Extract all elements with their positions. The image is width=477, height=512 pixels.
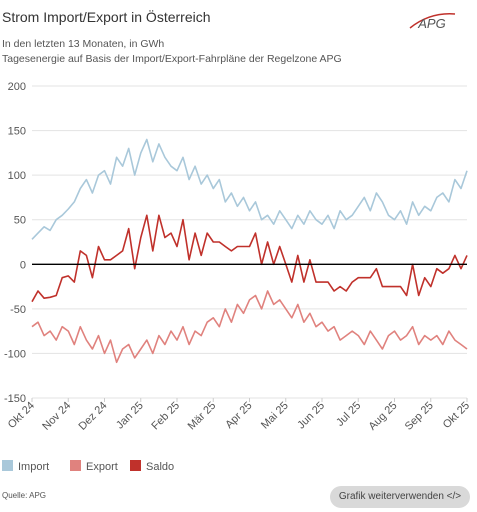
x-tick-label: Apr 25 — [223, 400, 254, 431]
legend-label: Export — [86, 461, 118, 473]
x-tick-label: Dez 24 — [76, 400, 109, 433]
y-tick-label: 200 — [8, 81, 26, 93]
x-tick-label: Mai 25 — [259, 400, 291, 432]
subtitle: In den letzten 13 Monaten, in GWh — [2, 38, 164, 50]
x-tick-label: Okt 25 — [441, 400, 472, 431]
legend-label: Import — [18, 461, 49, 473]
logo-swoosh — [409, 13, 456, 29]
y-tick-label: -50 — [10, 304, 26, 316]
legend-swatch — [2, 460, 13, 471]
x-tick-label: Jan 25 — [114, 400, 146, 432]
logo: APG — [417, 16, 445, 31]
x-tick-label: Jun 25 — [295, 400, 327, 432]
x-tick-label: Jul 25 — [334, 400, 363, 429]
legend-swatch — [130, 460, 141, 471]
series-line — [31, 290, 468, 364]
chart-title: Strom Import/Export in Österreich — [2, 8, 211, 25]
legend-label: Saldo — [146, 461, 174, 473]
y-tick-label: -100 — [4, 348, 26, 360]
y-tick-label: 0 — [20, 259, 26, 271]
source: Quelle: APG — [2, 491, 46, 500]
x-tick-label: Aug 25 — [366, 400, 399, 433]
x-tick-label: Sep 25 — [403, 400, 436, 433]
x-tick-label: Feb 25 — [149, 400, 182, 433]
subtitle: Tagesenergie auf Basis der Import/Export… — [2, 53, 342, 65]
series-line — [31, 214, 468, 303]
x-tick-label: Mär 25 — [186, 400, 219, 433]
legend-swatch — [70, 460, 81, 471]
y-tick-label: -150 — [4, 393, 26, 405]
series-line — [31, 138, 468, 240]
y-tick-label: 150 — [8, 126, 26, 138]
reuse-button[interactable]: Grafik weiterverwenden </> — [330, 486, 470, 508]
y-tick-label: 100 — [8, 170, 26, 182]
y-tick-label: 50 — [14, 215, 26, 227]
x-tick-label: Nov 24 — [40, 400, 73, 433]
